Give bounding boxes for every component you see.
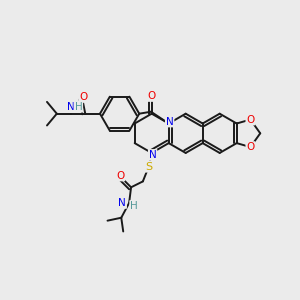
- Text: H: H: [74, 102, 82, 112]
- Text: O: O: [116, 170, 124, 181]
- Text: N: N: [67, 102, 74, 112]
- Text: O: O: [148, 91, 156, 101]
- Text: O: O: [79, 92, 87, 102]
- Text: H: H: [130, 201, 138, 211]
- Text: O: O: [246, 115, 255, 124]
- Text: N: N: [118, 198, 126, 208]
- Text: N: N: [166, 116, 173, 127]
- Text: N: N: [149, 150, 157, 160]
- Text: O: O: [246, 142, 255, 152]
- Text: S: S: [145, 162, 152, 172]
